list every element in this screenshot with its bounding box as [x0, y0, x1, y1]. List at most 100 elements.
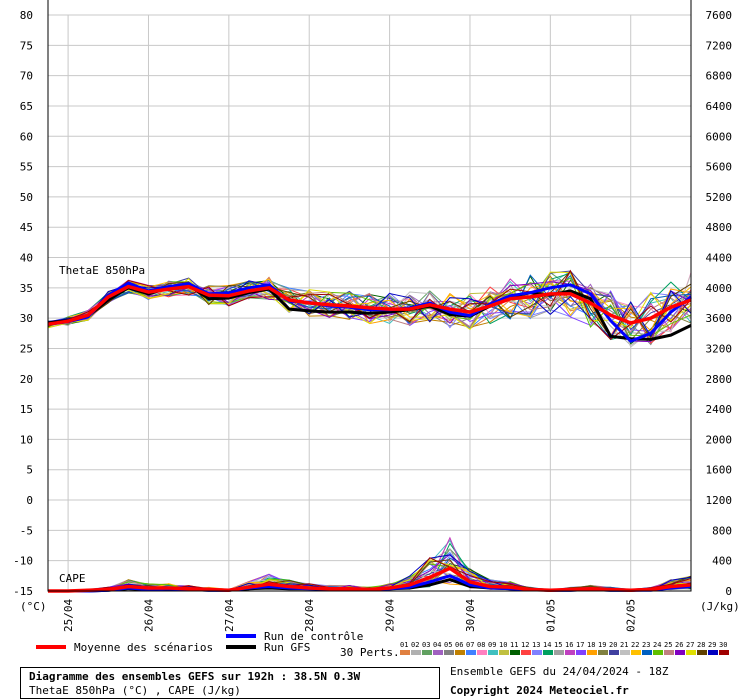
legend-pert-swatch [444, 650, 454, 655]
legend-pert-number: 01 [400, 641, 408, 649]
legend-pert-number: 04 [433, 641, 441, 649]
mean-cape-line [48, 566, 692, 593]
x-tick-label: 30/04 [464, 599, 477, 632]
right-tick-label: 2000 [706, 433, 733, 446]
legend-pert-number: 24 [653, 641, 661, 649]
x-tick-label: 27/04 [223, 599, 236, 632]
legend-pert-swatch [675, 650, 685, 655]
left-tick-label: -10 [13, 555, 33, 568]
right-tick-label: 6400 [706, 100, 733, 113]
right-tick-label: 3600 [706, 312, 733, 325]
right-tick-label: 6000 [706, 130, 733, 143]
legend-pert-swatch [653, 650, 663, 655]
right-tick-label: 6800 [706, 70, 733, 83]
right-tick-label: 4400 [706, 252, 733, 265]
right-tick-label: 3200 [706, 342, 733, 355]
legend-pert-swatch [697, 650, 707, 655]
left-tick-label: 70 [20, 70, 33, 83]
legend-pert-swatch [521, 650, 531, 655]
right-axis-unit: (J/kg) [700, 600, 740, 613]
left-tick-label: 30 [20, 312, 33, 325]
main-series [47, 281, 692, 593]
legend-pert-swatch [488, 650, 498, 655]
axes [47, 0, 692, 592]
legend-pert-swatch [532, 650, 542, 655]
legend-pert-number: 15 [554, 641, 562, 649]
perturbation-lines [47, 269, 692, 592]
right-tick-label: 2800 [706, 373, 733, 386]
legend-pert-number: 20 [609, 641, 617, 649]
right-tick-label: 7200 [706, 39, 733, 52]
x-tick-label: 25/04 [62, 599, 75, 632]
legend-gfs-label: Run GFS [264, 641, 311, 654]
legend-pert-swatch [422, 650, 432, 655]
x-tick-label: 01/05 [544, 599, 557, 632]
legend-pert-swatch [609, 650, 619, 655]
legend-pert-number: 05 [444, 641, 452, 649]
legend-pert-swatch [664, 650, 674, 655]
left-tick-label: 80 [20, 9, 33, 22]
legend-pert-number: 08 [477, 641, 485, 649]
left-tick-label: 65 [20, 100, 33, 113]
left-tick-label: -15 [13, 585, 33, 598]
thetae-annotation: ThetaE 850hPa [59, 264, 146, 277]
legend-pert-number: 02 [411, 641, 419, 649]
legend-pert-number: 07 [466, 641, 474, 649]
pert-thetae-line [47, 269, 692, 340]
legend-pert-number: 23 [642, 641, 650, 649]
legend-pert-swatch [466, 650, 476, 655]
legend-mean-label: Moyenne des scénarios [74, 641, 214, 654]
legend-pert-swatch [499, 650, 509, 655]
pert-thetae-line [47, 281, 692, 343]
legend-pert-swatch [565, 650, 575, 655]
right-tick-label: 5600 [706, 161, 733, 174]
left-tick-label: 15 [20, 403, 33, 416]
right-tick-label: 2400 [706, 403, 733, 416]
legend-pert-number: 22 [631, 641, 639, 649]
legend-pert-swatch [433, 650, 443, 655]
chart-title: Diagramme des ensembles GEFS sur 192h : … [29, 670, 361, 683]
left-tick-label: 20 [20, 373, 33, 386]
legend-pert-swatch [477, 650, 487, 655]
legend-pert-number: 11 [510, 641, 518, 649]
left-tick-label: 55 [20, 161, 33, 174]
legend-pert-number: 13 [532, 641, 540, 649]
right-tick-label: 800 [712, 524, 732, 537]
left-tick-label: 50 [20, 191, 33, 204]
legend: 01 02 03 04 05 06 07 08 09 10 11 12 13 14 15 16 17 18 19 20… [36, 634, 729, 655]
legend-control-label: Run de contrôle [264, 630, 364, 643]
right-tick-label: 7600 [706, 9, 733, 22]
left-tick-label: 10 [20, 433, 33, 446]
legend-pert-number: 27 [686, 641, 694, 649]
legend-pert-swatch [620, 650, 630, 655]
right-tick-label: 0 [725, 585, 732, 598]
chart-subtitle: ThetaE 850hPa (°C) , CAPE (J/kg) [29, 684, 241, 697]
right-tick-label: 400 [712, 555, 732, 568]
left-tick-label: 5 [26, 464, 33, 477]
legend-pert-swatch [631, 650, 641, 655]
left-axis-unit: (°C) [20, 600, 47, 613]
right-tick-label: 1200 [706, 494, 733, 507]
legend-pert-swatch [400, 650, 410, 655]
legend-pert-swatch [576, 650, 586, 655]
legend-pert-number: 06 [455, 641, 463, 649]
x-tick-label: 26/04 [142, 599, 155, 632]
legend-pert-swatch [455, 650, 465, 655]
legend-pert-number: 14 [543, 641, 551, 649]
title-box: Diagramme des ensembles GEFS sur 192h : … [20, 667, 440, 699]
right-tick-label: 4800 [706, 221, 733, 234]
legend-pert-number: 03 [422, 641, 430, 649]
x-tick-label: 02/05 [625, 599, 638, 632]
left-tick-label: 40 [20, 252, 33, 265]
legend-pert-number: 19 [598, 641, 606, 649]
copyright: Copyright 2024 Meteociel.fr [450, 684, 629, 697]
left-tick-label: -5 [20, 524, 33, 537]
legend-pert-number: 12 [521, 641, 529, 649]
legend-pert-swatch [543, 650, 553, 655]
legend-pert-swatch [411, 650, 421, 655]
legend-pert-number: 30 [719, 641, 727, 649]
legend-pert-swatch [708, 650, 718, 655]
right-tick-label: 4000 [706, 282, 733, 295]
left-tick-label: 0 [26, 494, 33, 507]
